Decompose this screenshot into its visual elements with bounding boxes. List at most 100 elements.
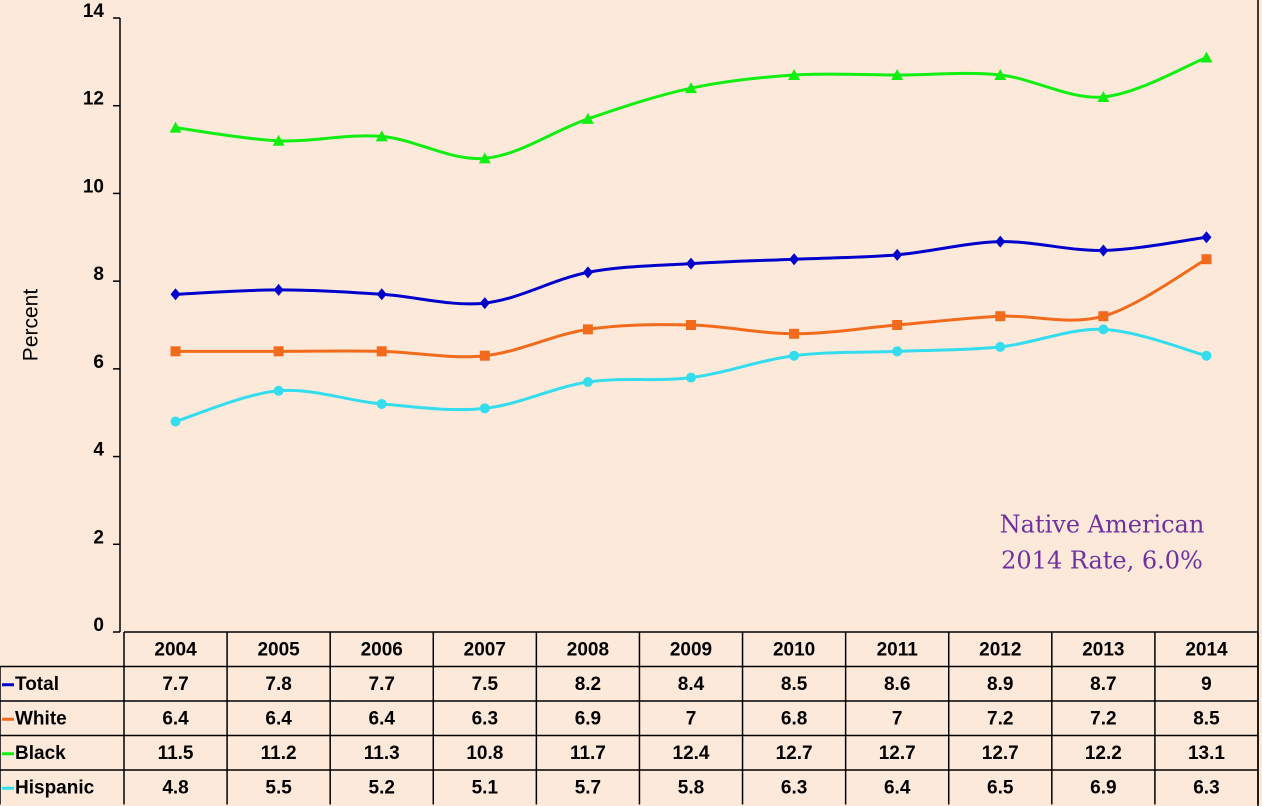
table-cell: 5.7 [575,777,601,798]
table-cell: 12.4 [673,743,710,764]
table-cell: 12.7 [776,743,813,764]
table-cell: 4.8 [162,777,188,798]
table-cell: 7.8 [265,674,291,695]
table-cell: 6.9 [1090,777,1116,798]
table-cell: 6.8 [781,708,807,729]
table-cell: 6.3 [472,708,498,729]
marker [170,288,181,301]
table-cell: 8.2 [575,674,601,695]
marker [1098,244,1109,257]
y-tick-label: 6 [93,352,104,373]
series-line [175,56,1207,161]
x-tick-label: 2011 [877,639,919,660]
x-tick-label: 2013 [1082,639,1124,660]
marker [892,346,903,357]
table-cell: 12.7 [982,743,1019,764]
y-tick-label: 4 [93,440,104,461]
marker [995,341,1006,352]
table-cell: 5.2 [369,777,395,798]
table-cell: 10.8 [466,743,503,764]
marker [375,130,388,142]
table-cell: 8.7 [1090,674,1116,695]
marker [170,346,181,357]
legend-label: Hispanic [15,777,95,798]
x-tick-label: 2004 [154,639,197,660]
table-cell: 5.5 [265,777,292,798]
marker [376,288,387,301]
legend-label: White [15,708,67,729]
table-cell: 11.5 [158,743,194,764]
table-cell: 13.1 [1188,743,1225,764]
marker [273,283,284,296]
table-cell: 11.3 [364,743,400,764]
marker [1200,51,1213,63]
marker [685,82,697,94]
table-cell: 9 [1201,674,1212,695]
y-tick-label: 8 [93,264,104,285]
marker [582,324,593,335]
y-tick-label: 10 [83,176,104,197]
annotation: Native American [1000,511,1205,539]
table-cell: 8.5 [781,674,808,695]
y-tick-label: 12 [83,89,104,110]
table-cell: 11.7 [570,743,606,764]
marker [995,235,1006,248]
legend-label: Total [15,674,59,695]
marker [170,416,181,427]
y-tick-label: 2 [93,527,104,548]
table-cell: 6.9 [575,708,601,729]
marker [686,257,696,270]
marker [273,346,284,357]
x-tick-label: 2010 [773,639,815,660]
table-cell: 8.9 [987,674,1013,695]
marker [272,134,285,146]
marker [479,403,490,414]
marker [686,320,696,330]
series-line [175,257,1208,359]
marker [891,69,904,81]
annotation: 2014 Rate, 6.0% [1001,547,1203,575]
table-cell: 8.5 [1193,708,1220,729]
table-cell: 12.7 [879,743,916,764]
marker [376,346,387,357]
marker [1201,254,1212,265]
marker [686,372,696,383]
table-cell: 5.8 [678,777,704,798]
x-tick-label: 2006 [361,639,403,660]
marker [582,377,593,388]
table-cell: 6.3 [1193,777,1219,798]
table-cell: 7 [686,708,697,729]
x-tick-label: 2009 [670,639,712,660]
marker [892,320,903,330]
table-cell: 12.2 [1085,743,1122,764]
marker [479,350,490,361]
table-cell: 7.5 [472,674,499,695]
marker [376,398,387,409]
y-axis-label: Percent [20,289,43,362]
marker [582,266,593,279]
marker [1097,90,1110,102]
legend-label: Black [15,743,66,764]
table-cell: 6.4 [369,708,396,729]
marker [1098,324,1109,335]
marker [479,297,490,310]
table-cell: 6.4 [884,777,911,798]
table-cell: 7.2 [1090,708,1116,729]
series-line [175,235,1207,306]
marker [892,248,903,261]
marker [581,112,594,124]
table-cell: 8.6 [884,674,910,695]
x-tick-label: 2012 [979,639,1021,660]
x-tick-label: 2014 [1185,639,1228,660]
table-cell: 8.4 [678,674,705,695]
marker [273,385,284,396]
x-tick-label: 2005 [257,639,300,660]
table-cell: 6.3 [781,777,807,798]
table-cell: 6.4 [162,708,189,729]
table-cell: 7.7 [369,674,395,695]
marker [169,121,182,133]
marker [1098,311,1109,322]
table-cell: 5.1 [472,777,499,798]
marker [789,253,800,266]
